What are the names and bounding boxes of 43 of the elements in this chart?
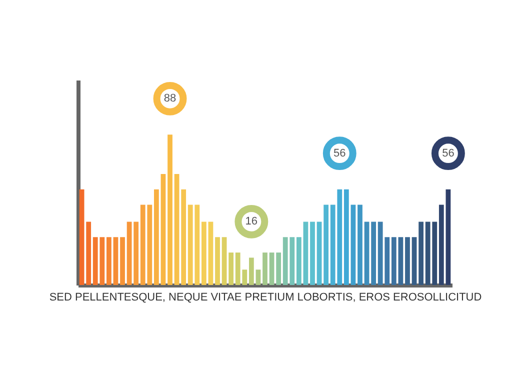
bar [113,237,118,285]
bar [446,189,451,285]
bar [174,174,180,285]
bar [364,222,370,285]
bar [120,237,125,285]
bar [256,270,261,285]
bar [350,204,356,285]
data-label: 88 [164,92,176,105]
bar [106,237,112,285]
bar [215,237,220,285]
bar [181,189,186,285]
bar [344,189,349,285]
bar [208,222,214,285]
bar [228,252,234,285]
bar [201,222,206,285]
data-label: 16 [245,216,258,228]
bar [310,222,315,285]
bar [262,252,268,285]
bar [222,237,227,285]
bar [358,204,362,285]
x-axis-title: SED PELLENTESQUE, NEQUE VITAE PRETIUM LOBORTIS, EROS EROSOLLICITUD [49,292,482,304]
bar [303,222,308,285]
data-label: 56 [334,147,346,160]
bar [412,237,417,285]
bar [418,222,424,285]
bar [405,237,410,285]
bar [391,237,396,285]
bar [296,237,302,285]
bar [269,252,274,285]
bar [371,222,376,285]
data-label: 56 [442,147,454,160]
bar [168,134,172,285]
bar [324,204,329,285]
bar [154,189,159,285]
bar [86,222,92,285]
bar [126,222,132,285]
bar [160,174,166,285]
bar [248,258,254,285]
bar [438,204,444,285]
bar [398,237,404,285]
bar [316,222,322,285]
bar [134,222,139,285]
bar [276,252,282,285]
